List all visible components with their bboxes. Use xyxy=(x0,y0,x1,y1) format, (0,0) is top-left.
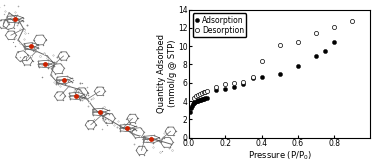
Desorption xyxy=(200,92,204,94)
Adsorption xyxy=(241,83,246,85)
Desorption xyxy=(332,26,336,28)
Desorption xyxy=(241,81,246,83)
Legend: Adsorption, Desorption: Adsorption, Desorption xyxy=(193,13,246,37)
X-axis label: Pressure (P/P$_0$): Pressure (P/P$_0$) xyxy=(248,149,311,160)
Adsorption xyxy=(187,111,192,113)
Desorption xyxy=(259,60,264,62)
Adsorption xyxy=(332,41,336,43)
Desorption xyxy=(223,83,228,85)
Adsorption xyxy=(195,100,200,102)
Adsorption xyxy=(198,99,203,101)
Adsorption xyxy=(203,97,208,99)
Adsorption xyxy=(191,103,195,105)
Adsorption xyxy=(314,55,318,57)
Adsorption xyxy=(250,77,255,79)
Adsorption xyxy=(196,100,200,102)
Line: Adsorption: Adsorption xyxy=(188,40,336,114)
Adsorption xyxy=(232,86,237,88)
Adsorption xyxy=(200,98,205,100)
Adsorption xyxy=(223,88,228,90)
Desorption xyxy=(314,32,318,34)
Desorption xyxy=(205,90,209,92)
Adsorption xyxy=(189,105,194,107)
Desorption xyxy=(196,94,200,96)
Line: Desorption: Desorption xyxy=(192,19,355,100)
Adsorption xyxy=(200,98,204,100)
Desorption xyxy=(201,91,206,93)
Adsorption xyxy=(191,102,196,104)
Adsorption xyxy=(193,101,198,103)
Desorption xyxy=(203,91,208,93)
Desorption xyxy=(250,76,255,78)
Desorption xyxy=(194,95,198,97)
Desorption xyxy=(232,82,237,84)
Adsorption xyxy=(205,97,209,99)
Desorption xyxy=(296,41,300,43)
Adsorption xyxy=(201,98,206,100)
Adsorption xyxy=(197,99,201,101)
Adsorption xyxy=(296,65,300,67)
Desorption xyxy=(350,20,355,22)
Adsorption xyxy=(259,76,264,78)
Y-axis label: Quantity Adsorbed
(mmol/g @ STP): Quantity Adsorbed (mmol/g @ STP) xyxy=(157,34,177,113)
Adsorption xyxy=(192,101,197,103)
Desorption xyxy=(192,97,197,99)
Adsorption xyxy=(277,73,282,75)
Desorption xyxy=(198,93,202,95)
Adsorption xyxy=(194,100,198,102)
Adsorption xyxy=(198,99,202,101)
Desorption xyxy=(277,44,282,46)
Adsorption xyxy=(323,50,327,52)
Adsorption xyxy=(189,107,193,109)
Desorption xyxy=(214,86,218,88)
Adsorption xyxy=(214,89,218,91)
